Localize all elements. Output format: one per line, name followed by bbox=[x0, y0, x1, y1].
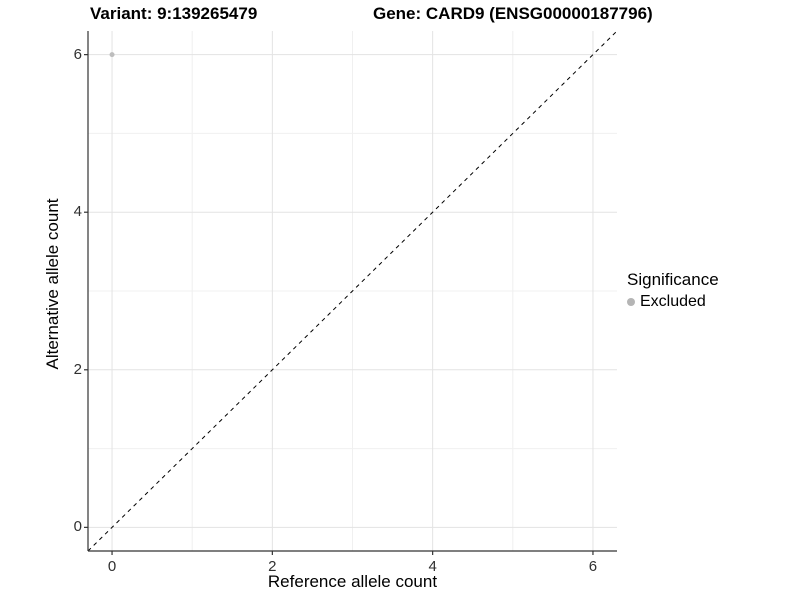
plot-title-gene: Gene: CARD9 (ENSG00000187796) bbox=[373, 4, 653, 23]
legend-title: Significance bbox=[627, 270, 719, 289]
legend-point-icon bbox=[627, 298, 635, 306]
identity-dashed-line bbox=[87, 30, 618, 552]
y-axis-title: Alternative allele count bbox=[43, 198, 62, 370]
plot-title-variant: Variant: 9:139265479 bbox=[90, 4, 258, 23]
legend: Significance Excluded bbox=[627, 270, 719, 311]
data-point-excluded bbox=[109, 52, 115, 58]
legend-item-excluded: Excluded bbox=[627, 293, 719, 311]
legend-item-label: Excluded bbox=[640, 293, 706, 310]
x-axis-title: Reference allele count bbox=[267, 572, 438, 591]
